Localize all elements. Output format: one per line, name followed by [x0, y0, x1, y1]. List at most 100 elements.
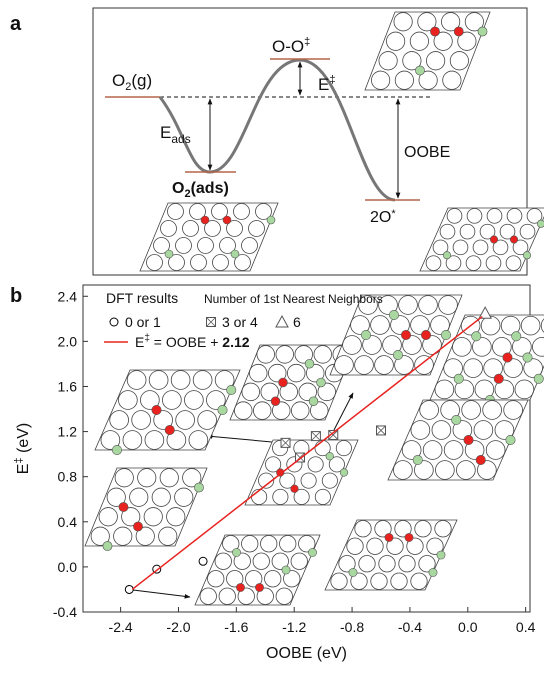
oxygen-atom — [430, 27, 439, 36]
page: {"panel_a": {"label": "a", "o2_gas": ["O… — [0, 0, 544, 674]
x-tick-label: -0.4 — [398, 619, 422, 635]
x-tick-label: -2.4 — [109, 619, 133, 635]
neighbor-atom — [267, 216, 275, 224]
neighbor-atom — [506, 435, 515, 444]
y-tick-label: -0.4 — [53, 604, 77, 620]
neighbor-atom — [437, 551, 445, 559]
marker-square-x — [377, 426, 386, 435]
label-o2-ads: O2(ads) — [172, 180, 229, 200]
neighbor-atom — [537, 220, 544, 227]
neighbor-atom — [413, 455, 422, 464]
y-tick-label: 2.4 — [58, 288, 78, 304]
legend-label-part: = OOBE + — [150, 334, 222, 350]
neighbor-atom — [441, 330, 450, 339]
y-tick-label: 2.0 — [58, 333, 78, 349]
oxygen-atom — [405, 533, 413, 541]
pointer-arrow — [133, 590, 190, 597]
x-tick-label: -2.0 — [166, 619, 190, 635]
neighbor-atom — [165, 250, 173, 258]
neighbor-atom — [309, 397, 318, 406]
neighbor-atom — [415, 66, 424, 75]
oxygen-atom — [401, 330, 410, 339]
oxygen-atom — [279, 378, 288, 387]
x-tick-label: -1.2 — [282, 619, 306, 635]
marker-circle — [110, 318, 118, 326]
lattice — [420, 208, 544, 271]
neighbor-atom — [443, 252, 450, 259]
neighbor-atom — [112, 445, 121, 454]
neighbor-atom — [472, 332, 481, 341]
x-axis-label: OOBE (eV) — [266, 645, 347, 662]
marker-circle — [199, 557, 207, 565]
lattice — [330, 295, 462, 375]
y-axis-label-part: E — [15, 464, 32, 475]
marker-square-x — [281, 438, 290, 447]
x-tick-label: 0.0 — [458, 619, 478, 635]
figure: a O2(g) O-O‡ E‡ Eads O2(ads) OOBE 2O* b-… — [0, 0, 544, 669]
neighbor-atom — [103, 541, 112, 550]
legend-title: DFT results — [106, 290, 178, 306]
oxygen-atom — [510, 236, 517, 243]
y-tick-label: 0.0 — [58, 559, 78, 575]
oxygen-atom — [201, 216, 209, 224]
lattice — [195, 535, 320, 605]
y-tick-label: 0.4 — [58, 514, 78, 530]
y-axis-label-part: (eV) — [15, 423, 32, 458]
neighbor-atom — [389, 310, 398, 319]
neighbor-atom — [340, 469, 348, 477]
oxygen-atom — [152, 405, 161, 414]
oxygen-atom — [236, 583, 244, 591]
neighbor-atom — [361, 330, 370, 339]
label-transition: O-O‡ — [272, 36, 310, 56]
legend-label-part: 2.12 — [222, 334, 249, 350]
neighbor-atom — [534, 374, 543, 383]
neighbor-atom — [349, 568, 357, 576]
neighbor-atom — [232, 548, 240, 556]
marker-square-x — [207, 318, 216, 327]
marker-square-x — [311, 432, 320, 441]
label-o2-gas: O2(g) — [112, 71, 152, 93]
legend-label: 3 or 4 — [222, 314, 258, 330]
neighbor-atom — [194, 483, 203, 492]
y-tick-label: 1.6 — [58, 378, 78, 394]
y-tick-label: 1.2 — [58, 424, 78, 440]
oxygen-atom — [454, 27, 463, 36]
legend-subtitle: Number of 1st Nearest Neighbors — [204, 292, 383, 306]
marker-triangle — [479, 307, 491, 318]
neighbor-atom — [478, 27, 487, 36]
marker-circle — [125, 585, 133, 593]
legend-label: 0 or 1 — [125, 314, 161, 330]
lattice-insets — [85, 12, 544, 605]
neighbor-atom — [317, 378, 326, 387]
y-tick-label: 0.8 — [58, 469, 78, 485]
oxygen-atom — [119, 502, 128, 511]
oxygen-atom — [490, 236, 497, 243]
neighbor-atom — [227, 385, 236, 394]
oxygen-atom — [223, 216, 231, 224]
neighbor-atom — [305, 359, 314, 368]
y-axis-label: E‡ (eV) — [13, 423, 32, 474]
oxygen-atom — [464, 435, 473, 444]
lattice — [140, 203, 278, 271]
marker-triangle — [276, 316, 288, 327]
neighbor-atom — [218, 405, 227, 414]
neighbor-atom — [523, 252, 530, 259]
lattice-frame — [365, 12, 490, 90]
lattice — [388, 400, 528, 480]
lattice — [365, 12, 490, 90]
legend-label-part: E — [135, 334, 144, 350]
label-oobe: OOBE — [404, 144, 450, 161]
lattice — [245, 440, 358, 505]
neighbor-atom — [393, 350, 402, 359]
neighbor-atom — [429, 568, 437, 576]
lattice — [95, 370, 240, 455]
x-tick-label: -0.8 — [340, 619, 364, 635]
neighbor-atom — [512, 332, 521, 341]
oxygen-atom — [476, 455, 485, 464]
neighbor-atom — [523, 353, 532, 362]
lattice — [325, 520, 457, 590]
label-eads: Eads — [160, 123, 191, 146]
oxygen-atom — [271, 397, 280, 406]
neighbor-atom — [326, 452, 334, 460]
lattice — [85, 468, 207, 551]
